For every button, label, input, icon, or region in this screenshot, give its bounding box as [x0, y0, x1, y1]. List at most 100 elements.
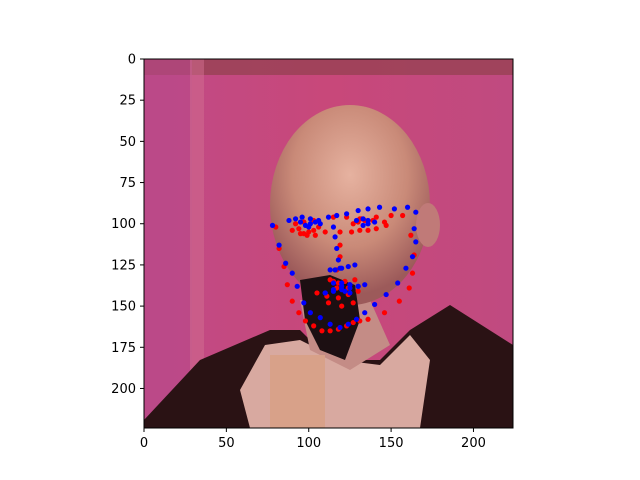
red-landmark-point: [348, 229, 355, 235]
blue-landmark-point: [365, 221, 371, 227]
blue-landmark-point: [345, 321, 351, 327]
blue-landmark-point: [334, 245, 340, 252]
red-landmark-point: [365, 316, 371, 322]
red-landmark-point: [322, 229, 328, 235]
blue-landmark-point: [339, 280, 345, 286]
red-landmark-point: [289, 298, 295, 304]
blue-landmark-point: [339, 265, 345, 271]
blue-landmark-point: [307, 216, 313, 222]
red-landmark-point: [296, 226, 302, 232]
red-landmark-point: [284, 282, 290, 288]
blue-landmark-point: [332, 267, 338, 273]
blue-landmark-point: [355, 207, 361, 214]
red-landmark-point: [373, 214, 379, 220]
red-landmark-point: [289, 227, 295, 233]
red-landmark-point: [312, 232, 318, 238]
blue-landmark-point: [307, 310, 313, 316]
red-landmark-point: [337, 229, 343, 235]
red-landmark-point: [311, 227, 317, 233]
blue-landmark-point: [395, 280, 401, 286]
red-landmark-point: [388, 212, 394, 219]
blue-landmark-point: [327, 267, 333, 273]
blue-landmark-point: [353, 217, 360, 224]
blue-landmark-point: [383, 291, 389, 298]
y-tick-label: 150: [111, 300, 136, 315]
red-landmark-point: [352, 277, 358, 283]
red-landmark-point: [301, 231, 307, 237]
red-landmark-point: [327, 328, 333, 334]
blue-landmark-point: [404, 204, 411, 210]
y-tick-label: 100: [111, 217, 136, 232]
red-landmark-point: [337, 242, 343, 248]
red-landmark-point: [406, 285, 412, 291]
blue-landmark-point: [286, 217, 292, 224]
blue-landmark-point: [276, 242, 282, 248]
red-landmark-point: [396, 298, 402, 304]
blue-landmark-point: [409, 254, 416, 260]
blue-landmark-point: [306, 224, 312, 230]
blue-landmark-point: [337, 324, 343, 331]
blue-landmark-point: [294, 283, 300, 289]
blue-landmark-point: [413, 239, 419, 245]
y-tick-label: 25: [119, 94, 136, 109]
blue-landmark-point: [327, 321, 333, 327]
blue-landmark-point: [347, 282, 353, 288]
red-landmark-point: [339, 303, 345, 309]
blue-landmark-point: [376, 204, 383, 210]
blue-landmark-point: [289, 270, 295, 276]
blue-landmark-point: [360, 216, 366, 222]
red-landmark-point: [325, 300, 332, 306]
blue-landmark-point: [342, 288, 348, 294]
red-landmark-point: [335, 295, 341, 301]
blue-landmark-point: [413, 209, 419, 215]
x-tick-label: 50: [218, 436, 235, 451]
blue-landmark-point: [355, 283, 361, 289]
red-landmark-point: [302, 318, 309, 324]
blue-landmark-point: [347, 290, 353, 296]
x-tick-label: 200: [461, 436, 486, 451]
y-tick-label: 75: [119, 176, 136, 191]
x-tick-label: 150: [379, 436, 404, 451]
blue-landmark-point: [301, 300, 307, 306]
red-landmark-point: [355, 288, 361, 294]
red-landmark-point: [381, 219, 388, 225]
blue-landmark-point: [330, 224, 337, 230]
red-landmark-point: [350, 319, 356, 326]
blue-landmark-point: [411, 226, 417, 232]
blue-landmark-point: [372, 219, 378, 225]
red-landmark-point: [311, 323, 317, 329]
y-tick-label: 175: [111, 341, 136, 356]
red-landmark-point: [409, 270, 416, 276]
blue-landmark-point: [297, 219, 304, 225]
blue-landmark-point: [292, 216, 299, 222]
red-landmark-point: [296, 310, 302, 316]
blue-landmark-point: [372, 301, 378, 308]
blue-landmark-point: [332, 234, 338, 240]
blue-landmark-point: [360, 222, 366, 228]
red-landmark-point: [319, 328, 325, 334]
red-landmark-point: [365, 227, 371, 233]
blue-landmark-point: [269, 222, 276, 228]
blue-landmark-point: [312, 219, 318, 225]
y-tick-label: 200: [111, 382, 136, 397]
blue-landmark-point: [325, 214, 332, 220]
red-landmark-point: [400, 212, 406, 219]
red-landmark-point: [408, 232, 414, 238]
red-landmark-point: [357, 227, 363, 233]
y-tick-label: 50: [119, 135, 136, 150]
x-tick-label: 0: [140, 436, 148, 451]
blue-landmark-point: [335, 257, 341, 263]
blue-landmark-point: [317, 315, 323, 321]
blue-landmark-point: [283, 260, 289, 266]
blue-landmark-point: [345, 263, 351, 270]
axes-frame: [143, 58, 514, 429]
blue-landmark-point: [299, 214, 305, 220]
blue-landmark-point: [317, 221, 323, 227]
red-landmark-point: [350, 300, 356, 306]
red-landmark-point: [350, 221, 356, 227]
blue-landmark-point: [391, 206, 397, 212]
blue-landmark-point: [403, 265, 409, 271]
blue-landmark-point: [365, 206, 371, 212]
x-axis: 0 50 100 150 200: [140, 428, 486, 451]
